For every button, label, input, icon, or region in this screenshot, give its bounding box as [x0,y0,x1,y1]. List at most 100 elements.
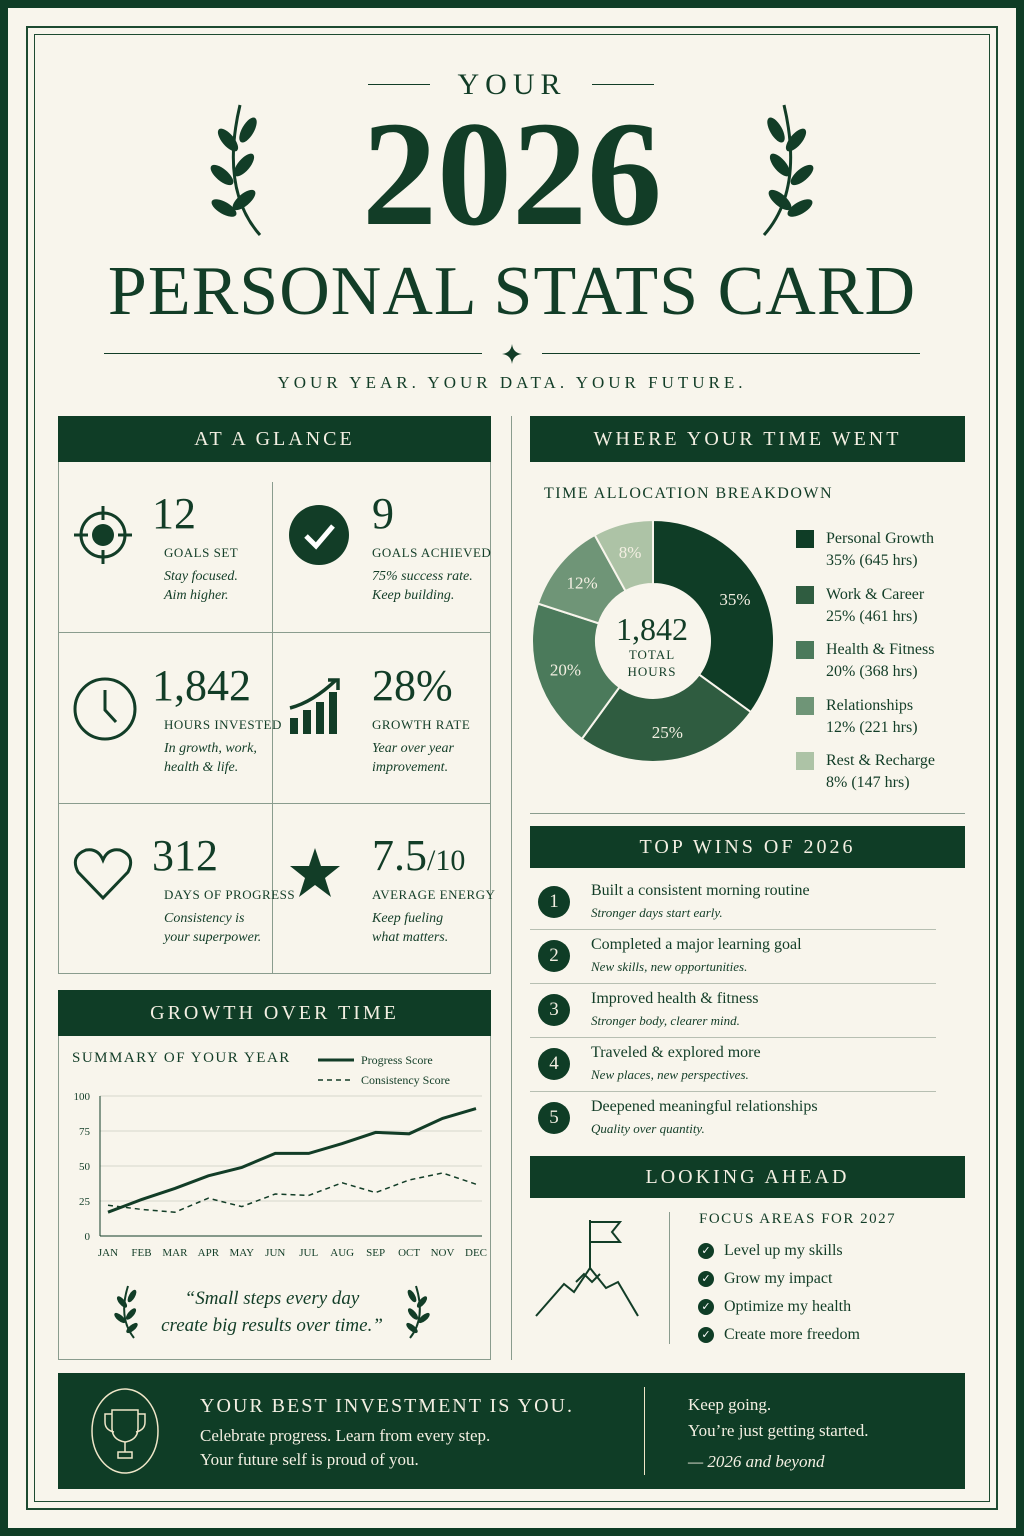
footer-line1: Celebrate progress. Learn from every ste… [200,1426,491,1445]
stat-note: Stay focused. Aim higher. [164,567,238,605]
glance-panel [58,462,491,974]
stat-value-number: 1,842 [152,661,251,710]
donut-slice [580,673,753,763]
legend-value: 35% (645 hrs) [826,552,918,569]
x-tick-label: DEC [465,1247,487,1259]
laurel-small-left-icon [114,1285,138,1339]
divider [592,84,654,85]
legend-swatch [796,530,814,548]
stat-note-line: Keep fueling [372,911,444,926]
donut-center-label: TOTAL [628,647,676,662]
legend-name: Rest & Recharge [826,752,936,769]
star-icon [288,846,342,905]
slice-label: 35% [719,590,750,609]
stat-note: In growth, work, health & life. [164,739,257,777]
laurel-right-icon [762,104,814,236]
ahead-subtitle: FOCUS AREAS FOR 2027 [699,1211,897,1227]
stat-value-number: 12 [152,489,196,538]
stat-note: Consistency is your superpower. [164,909,261,947]
x-tick-label: JUN [265,1247,285,1259]
stat-note-line: what matters. [372,930,449,945]
target-icon [72,504,134,571]
win-title: Improved health & fitness [591,990,759,1007]
stat-note: Year over year improvement. [372,739,454,777]
win-title: Traveled & explored more [591,1044,761,1061]
stat-value: 1,842 [152,662,251,710]
y-tick-label: 50 [79,1161,91,1173]
legend-swatch [796,585,814,604]
legend-label: Progress Score [361,1053,433,1067]
win-item: 4 Traveled & explored more New places, new… [530,1038,936,1092]
stat-note-line: Keep building. [372,588,455,603]
frame-inner-border [34,34,990,1502]
win-subtitle: Stronger days start early. [591,905,723,920]
footer-banner [58,1373,965,1489]
stat-note: Keep fueling what matters. [372,909,448,947]
wins-header: TOP WINS OF 2026 [530,826,965,868]
stat-label: GOALS SET [164,545,239,560]
series-line-progress [107,1107,477,1214]
focus-label: Level up my skills [724,1242,843,1259]
divider [272,482,273,974]
donut-center: 1,842 TOTAL HOURS [600,612,704,680]
stat-value: 312 [152,832,218,880]
legend-value: 12% (221 hrs) [826,718,918,736]
stat-label: HOURS INVESTED [164,717,282,732]
check-circle-icon [288,504,350,571]
legend-name: Personal Growth [826,530,934,547]
win-subtitle: New skills, new opportunities. [591,959,748,974]
divider [104,353,482,354]
win-number: 4 [538,1048,570,1080]
win-subtitle: Stronger body, clearer mind. [591,1013,740,1028]
growth-panel [58,1036,491,1360]
y-tick-label: 100 [74,1091,91,1103]
divider [644,1387,645,1475]
series-line-consistency [107,1172,477,1213]
x-tick-label: MAR [162,1247,188,1259]
header-year: 2026 [362,91,662,257]
legend-label: Consistency Score [361,1073,450,1087]
stat-value: 7.5/10 [372,832,465,885]
laurel-left-icon [210,104,262,236]
time-header: WHERE YOUR TIME WENT [530,416,965,462]
x-tick-label: MAY [229,1247,254,1259]
legend-swatch [796,696,814,715]
focus-label: Optimize my health [724,1298,852,1315]
focus-item: ✓ Optimize my health [698,1297,851,1317]
trophy-icon [91,1388,159,1474]
win-subtitle: New places, new perspectives. [591,1067,749,1082]
focus-item: ✓ Level up my skills [698,1241,843,1261]
stat-note-line: Year over year [372,741,454,756]
legend-item: Personal Growth 35% (645 hrs) [796,528,934,572]
stat-note-line: Stay focused. [164,569,238,584]
stat-note-line: In growth, work, [164,741,257,756]
legend-name: Work & Career [826,585,925,603]
legend-value: 8% (147 hrs) [826,774,910,791]
legend-item: Health & Fitness 20% (368 hrs) [796,639,934,683]
stat-note-line: Aim higher. [164,588,229,603]
stat-note: 75% success rate. Keep building. [372,567,473,605]
stat-card: 28% GROWTH RATE Year over year improvemen… [288,662,488,812]
win-number: 1 [538,886,570,918]
stat-card: 12 GOALS SET Stay focused. Aim higher. [72,490,272,640]
x-tick-label: JUL [299,1247,318,1259]
legend-swatch [796,752,814,770]
x-tick-label: AUG [330,1247,354,1259]
legend-name: Relationships [826,696,914,714]
divider [368,84,430,85]
column-divider [511,416,512,1360]
stat-label: AVERAGE ENERGY [372,887,496,902]
slice-label: 20% [550,660,581,679]
y-tick-label: 25 [79,1196,91,1208]
donut-hole [596,584,710,698]
check-icon: ✓ [698,1243,714,1259]
ahead-header: LOOKING AHEAD [530,1156,965,1198]
laurel-small-right-icon [406,1285,430,1339]
stat-label: GROWTH RATE [372,717,471,732]
win-title: Built a consistent morning routine [591,882,810,899]
x-tick-label: FEB [131,1247,151,1259]
donut-center-label: HOURS [627,664,677,679]
stat-card: 312 DAYS OF PROGRESS Consistency is your … [72,832,295,982]
growth-chart-icon [288,676,344,741]
legend-value: 20% (368 hrs) [826,663,918,680]
